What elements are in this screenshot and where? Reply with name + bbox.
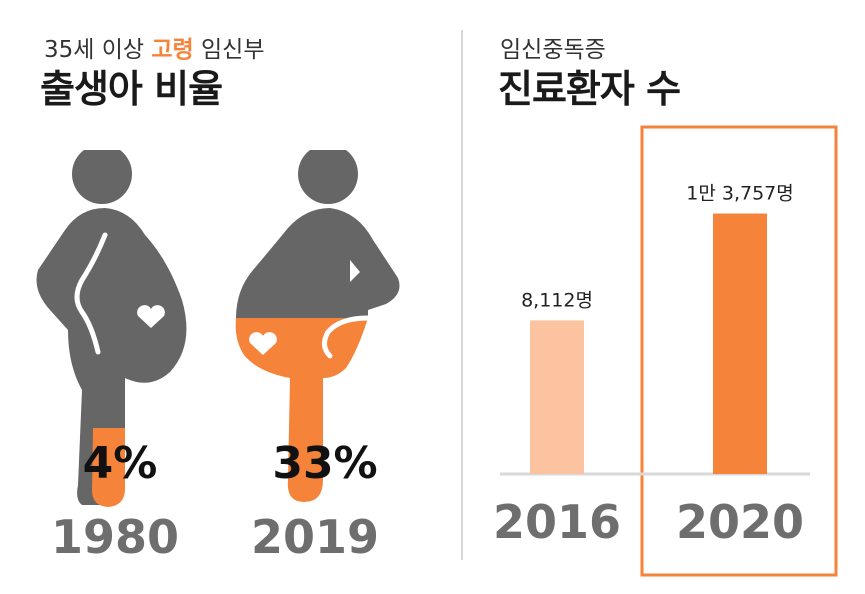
pointer-icon [350,260,360,282]
right-title: 진료환자 수 [498,67,681,111]
category-label-2020: 2020 [676,495,804,549]
bar-chart: 8,112명 1만 3,757명 2016 2020 [493,125,838,577]
bar-2016 [530,320,584,474]
left-title: 출생아 비율 [40,67,223,111]
year-1980: 1980 [50,510,180,564]
left-subtitle-highlight: 고령 [151,37,194,63]
value-label-2016: 8,112명 [521,289,593,311]
bar-2020 [713,213,767,475]
arm-line-1980 [74,232,108,355]
percent-2019: 33% [272,438,378,489]
year-2019: 2019 [250,510,380,564]
arm-line-2019 [322,315,371,359]
left-subtitle: 35세 이상 고령 임신부 [44,37,265,63]
right-subtitle: 임신중독증 [500,37,606,63]
figure-2019-orange [235,318,368,502]
value-label-2020: 1만 3,757명 [686,183,793,205]
percent-1980: 4% [82,438,158,489]
heart-icon [249,332,277,355]
figure-2019-gray [236,150,400,318]
pregnant-figure-2019 [235,150,400,502]
heart-icon [137,305,165,328]
figure-1980-orange [92,428,125,507]
section-divider [461,30,463,560]
category-label-2016: 2016 [493,495,621,549]
highlight-box [640,125,838,577]
figure-1980-gray [36,150,187,505]
pregnant-figure-1980 [36,150,187,507]
